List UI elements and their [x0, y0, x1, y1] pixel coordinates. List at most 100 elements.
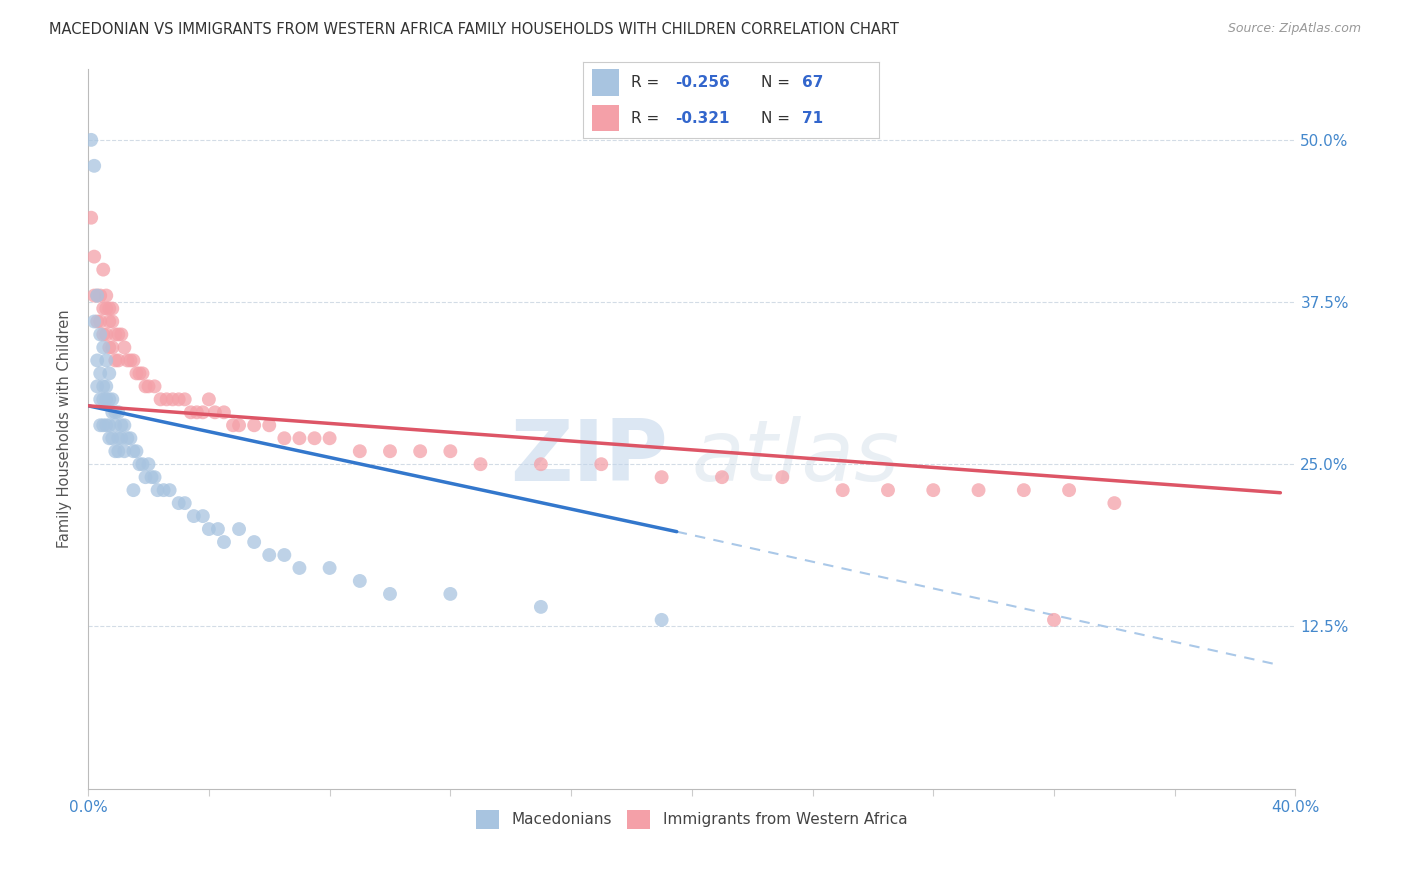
Point [257, 548, 280, 562]
Point [191, 509, 214, 524]
Point [120, 353, 142, 368]
Point [86, 353, 108, 368]
Text: R =: R = [631, 111, 664, 126]
Point [98, 314, 121, 328]
Point [304, 431, 326, 445]
Point [117, 431, 139, 445]
Point [651, 470, 673, 484]
Text: Source: ZipAtlas.com: Source: ZipAtlas.com [1227, 22, 1361, 36]
Point [228, 522, 250, 536]
Point [222, 418, 245, 433]
Point [409, 444, 432, 458]
Point [104, 327, 127, 342]
Point [288, 431, 311, 445]
Text: atlas: atlas [692, 416, 900, 499]
Point [110, 327, 132, 342]
Point [128, 367, 150, 381]
Bar [592, 105, 619, 131]
Point [180, 405, 202, 419]
Point [91, 341, 114, 355]
Point [591, 457, 613, 471]
Point [107, 327, 129, 342]
Point [101, 341, 124, 355]
Text: MACEDONIAN VS IMMIGRANTS FROM WESTERN AFRICA FAMILY HOUSEHOLDS WITH CHILDREN COR: MACEDONIAN VS IMMIGRANTS FROM WESTERN AF… [49, 22, 898, 37]
Point [212, 405, 235, 419]
Point [173, 392, 195, 407]
Point [125, 367, 148, 381]
Point [117, 353, 139, 368]
Point [112, 444, 135, 458]
Text: N =: N = [761, 75, 794, 90]
Point [104, 353, 127, 368]
Point [134, 470, 156, 484]
Point [104, 418, 127, 433]
Point [530, 599, 553, 614]
Point [122, 483, 145, 497]
Text: R =: R = [631, 75, 664, 90]
Point [1012, 483, 1035, 497]
Point [378, 587, 401, 601]
Point [378, 444, 401, 458]
Text: 67: 67 [801, 75, 824, 90]
Point [101, 405, 124, 419]
Point [98, 392, 121, 407]
Point [198, 392, 221, 407]
Point [191, 405, 214, 419]
Point [243, 535, 266, 549]
Point [922, 483, 945, 497]
Point [104, 405, 127, 419]
Point [183, 509, 205, 524]
Point [143, 379, 166, 393]
Point [141, 470, 163, 484]
Point [1043, 613, 1066, 627]
Point [143, 470, 166, 484]
Point [131, 457, 153, 471]
Point [89, 327, 111, 342]
Point [96, 353, 118, 368]
Point [831, 483, 853, 497]
Point [318, 561, 340, 575]
Point [159, 483, 181, 497]
Point [152, 483, 174, 497]
Point [146, 483, 169, 497]
Point [96, 301, 118, 316]
Point [711, 470, 734, 484]
Point [96, 392, 118, 407]
Point [96, 288, 118, 302]
Point [439, 587, 461, 601]
Point [96, 418, 118, 433]
Point [243, 418, 266, 433]
Point [110, 431, 132, 445]
Point [349, 574, 371, 588]
Point [162, 392, 184, 407]
Point [107, 405, 129, 419]
Point [98, 301, 121, 316]
Point [125, 444, 148, 458]
Point [439, 444, 461, 458]
Point [122, 444, 145, 458]
Point [104, 444, 127, 458]
Point [273, 548, 295, 562]
Text: N =: N = [761, 111, 794, 126]
Point [101, 314, 124, 328]
Point [138, 457, 160, 471]
Text: -0.321: -0.321 [675, 111, 730, 126]
Point [207, 522, 229, 536]
Point [89, 392, 111, 407]
Point [167, 496, 190, 510]
Point [204, 405, 226, 419]
Bar [592, 70, 619, 95]
Point [173, 496, 195, 510]
Point [198, 522, 221, 536]
Point [83, 250, 105, 264]
Point [228, 418, 250, 433]
Point [107, 444, 129, 458]
Point [96, 379, 118, 393]
Point [89, 418, 111, 433]
Point [470, 457, 492, 471]
Point [98, 418, 121, 433]
Point [80, 211, 103, 225]
Text: -0.256: -0.256 [675, 75, 730, 90]
Point [120, 431, 142, 445]
Point [96, 327, 118, 342]
